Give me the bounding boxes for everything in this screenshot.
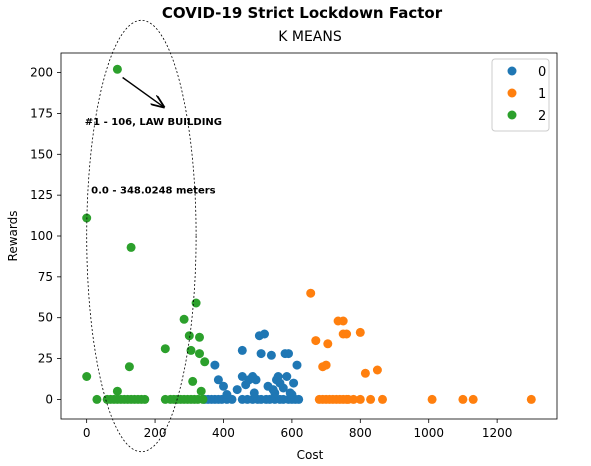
- x-tick-label: 1000: [413, 426, 444, 440]
- y-tick-label: 175: [30, 106, 53, 120]
- annotation-ellipse: [86, 19, 197, 453]
- point-cluster-0: [249, 388, 259, 398]
- point-cluster-2: [112, 64, 122, 74]
- legend-box: [491, 58, 550, 132]
- y-axis: 0 25 50 75 100 125 150 175 200: [30, 66, 61, 406]
- point-cluster-0: [256, 349, 266, 359]
- chart-subtitle: K MEANS: [278, 29, 342, 45]
- point-cluster-0: [287, 390, 297, 399]
- legend-label: 0: [538, 65, 546, 80]
- point-cluster-0: [237, 345, 247, 355]
- point-cluster-2: [124, 362, 134, 372]
- x-tick-label: 600: [280, 426, 303, 440]
- y-tick-label: 75: [38, 270, 53, 284]
- point-cluster-2: [92, 394, 102, 404]
- point-cluster-0: [292, 360, 302, 370]
- point-cluster-1: [378, 394, 387, 404]
- point-cluster-0: [284, 349, 293, 359]
- point-cluster-1: [342, 329, 352, 339]
- y-tick-label: 25: [38, 352, 53, 366]
- point-cluster-1: [468, 394, 478, 404]
- point-cluster-1: [427, 394, 437, 404]
- legend-marker: [507, 110, 517, 120]
- legend: 0 1 2: [491, 58, 550, 132]
- plot-area: [60, 52, 558, 420]
- legend-label: 1: [538, 87, 546, 102]
- annotation-arrow: [122, 76, 164, 107]
- y-tick-label: 150: [30, 147, 53, 161]
- point-cluster-0: [294, 394, 304, 404]
- point-cluster-2: [184, 331, 194, 341]
- point-cluster-0: [278, 383, 288, 393]
- points-layer: [82, 64, 536, 404]
- point-cluster-2: [196, 386, 206, 396]
- point-cluster-2: [160, 344, 170, 354]
- point-cluster-2: [188, 376, 198, 386]
- point-cluster-2: [195, 332, 204, 342]
- point-cluster-2: [179, 314, 189, 324]
- point-cluster-2: [112, 386, 122, 396]
- point-cluster-0: [266, 350, 276, 360]
- x-axis-label: Cost: [297, 448, 324, 462]
- point-cluster-2: [195, 349, 204, 359]
- point-cluster-0: [251, 375, 261, 385]
- annotation-label-building: #1 - 106, LAW BUILDING: [85, 117, 222, 128]
- y-tick-label: 125: [30, 188, 53, 202]
- point-cluster-2: [200, 357, 210, 367]
- x-tick-label: 400: [212, 426, 235, 440]
- point-cluster-2: [140, 394, 150, 404]
- point-cluster-0: [219, 381, 228, 391]
- point-cluster-2: [82, 372, 92, 381]
- point-cluster-0: [289, 378, 299, 388]
- point-cluster-2: [191, 298, 201, 308]
- point-cluster-0: [237, 372, 247, 381]
- y-tick-label: 0: [45, 392, 53, 406]
- x-axis: 0 200 400 600 800 1000 1200: [83, 419, 513, 440]
- legend-label: 2: [538, 109, 546, 124]
- y-tick-label: 50: [38, 311, 53, 325]
- y-tick-label: 100: [30, 229, 53, 243]
- point-cluster-1: [323, 339, 333, 349]
- legend-marker: [507, 66, 517, 76]
- point-cluster-2: [126, 242, 136, 252]
- x-tick-label: 0: [83, 426, 91, 440]
- point-cluster-0: [260, 329, 269, 339]
- y-axis-label: Rewards: [6, 211, 20, 262]
- point-cluster-0: [210, 360, 220, 370]
- point-cluster-1: [311, 336, 321, 346]
- point-cluster-1: [360, 368, 370, 378]
- point-cluster-1: [526, 394, 536, 404]
- x-tick-label: 200: [144, 426, 167, 440]
- point-cluster-0: [213, 375, 223, 385]
- point-cluster-1: [355, 394, 365, 404]
- point-cluster-0: [232, 385, 242, 395]
- y-tick-label: 200: [30, 66, 53, 80]
- point-cluster-1: [458, 394, 468, 404]
- point-cluster-1: [338, 316, 348, 326]
- point-cluster-0: [282, 372, 292, 381]
- point-cluster-0: [222, 390, 232, 399]
- point-cluster-0: [268, 385, 278, 395]
- point-cluster-2: [198, 394, 208, 404]
- point-cluster-1: [306, 288, 316, 298]
- point-cluster-1: [355, 327, 365, 337]
- legend-marker: [507, 88, 517, 98]
- x-tick-label: 800: [349, 426, 372, 440]
- annotation-label-distance: 0.0 - 348.0248 meters: [91, 186, 216, 197]
- point-cluster-1: [349, 394, 358, 404]
- point-cluster-2: [186, 345, 196, 355]
- x-tick-label: 1200: [482, 426, 513, 440]
- annotations: #1 - 106, LAW BUILDING 0.0 - 348.0248 me…: [85, 19, 222, 453]
- point-cluster-1: [366, 394, 376, 404]
- point-cluster-1: [372, 365, 382, 375]
- point-cluster-1: [321, 360, 331, 370]
- chart-title: COVID-19 Strict Lockdown Factor: [162, 4, 443, 22]
